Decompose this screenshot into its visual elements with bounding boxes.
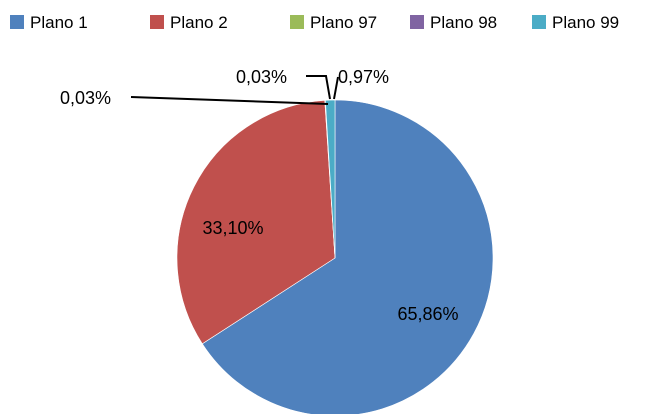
data-label-plano-1: 65,86%	[397, 304, 458, 324]
legend-label-plano-2: Plano 2	[170, 13, 228, 32]
leader-lines	[130, 75, 339, 105]
legend-label-plano-97: Plano 97	[310, 13, 377, 32]
leader-line-plano-99	[333, 76, 339, 100]
pie-slice-plano-2	[176, 100, 336, 345]
legend-item-plano-99: Plano 99	[532, 13, 619, 32]
pie-slice-plano-99	[325, 99, 336, 259]
legend-item-plano-2: Plano 2	[150, 13, 228, 32]
legend-swatch-plano-97	[290, 15, 304, 29]
leader-line-plano-97	[130, 96, 329, 105]
legend-label-plano-1: Plano 1	[30, 13, 88, 32]
data-labels: 65,86% 33,10% 0,03% 0,03% 0,97%	[60, 67, 459, 324]
legend: Plano 1 Plano 2 Plano 97 Plano 98 Plano 99	[10, 13, 619, 32]
data-label-plano-97: 0,03%	[60, 88, 111, 108]
legend-item-plano-98: Plano 98	[410, 13, 497, 32]
legend-label-plano-99: Plano 99	[552, 13, 619, 32]
pie-slices	[176, 99, 494, 414]
legend-item-plano-1: Plano 1	[10, 13, 88, 32]
legend-swatch-plano-98	[410, 15, 424, 29]
legend-swatch-plano-99	[532, 15, 546, 29]
legend-swatch-plano-1	[10, 15, 24, 29]
legend-item-plano-97: Plano 97	[290, 13, 377, 32]
data-label-plano-98: 0,03%	[236, 67, 287, 87]
data-label-plano-2: 33,10%	[202, 218, 263, 238]
legend-swatch-plano-2	[150, 15, 164, 29]
data-label-plano-99: 0,97%	[338, 67, 389, 87]
legend-label-plano-98: Plano 98	[430, 13, 497, 32]
leader-line-plano-98	[306, 75, 331, 100]
pie-slice-plano-1	[201, 99, 494, 414]
